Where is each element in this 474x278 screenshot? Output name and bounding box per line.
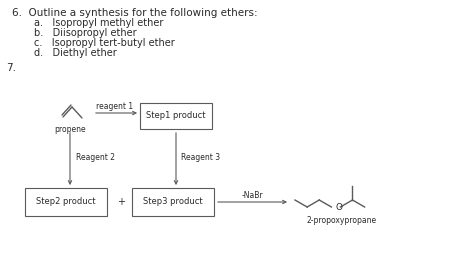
Text: +: + (117, 197, 125, 207)
Text: Reagent 2: Reagent 2 (76, 153, 115, 163)
Text: Step2 product: Step2 product (36, 197, 96, 207)
Bar (132, 188, 214, 216)
Text: propene: propene (54, 125, 86, 134)
Text: d.   Diethyl ether: d. Diethyl ether (34, 48, 117, 58)
Text: a.   Isopropyl methyl ether: a. Isopropyl methyl ether (34, 18, 164, 28)
Text: 6.  Outline a synthesis for the following ethers:: 6. Outline a synthesis for the following… (12, 8, 258, 18)
Text: 7.: 7. (6, 63, 16, 73)
Text: reagent 1: reagent 1 (96, 102, 134, 111)
Text: 2-propoxypropane: 2-propoxypropane (307, 216, 377, 225)
Bar (140, 103, 212, 129)
Text: Step1 product: Step1 product (146, 111, 206, 120)
Text: -NaBr: -NaBr (242, 191, 264, 200)
Text: b.   Diisopropyl ether: b. Diisopropyl ether (34, 28, 137, 38)
Bar (25, 188, 107, 216)
Text: O: O (336, 202, 342, 212)
Text: Step3 product: Step3 product (143, 197, 203, 207)
Text: c.   Isopropyl tert-butyl ether: c. Isopropyl tert-butyl ether (34, 38, 175, 48)
Text: Reagent 3: Reagent 3 (181, 153, 220, 163)
